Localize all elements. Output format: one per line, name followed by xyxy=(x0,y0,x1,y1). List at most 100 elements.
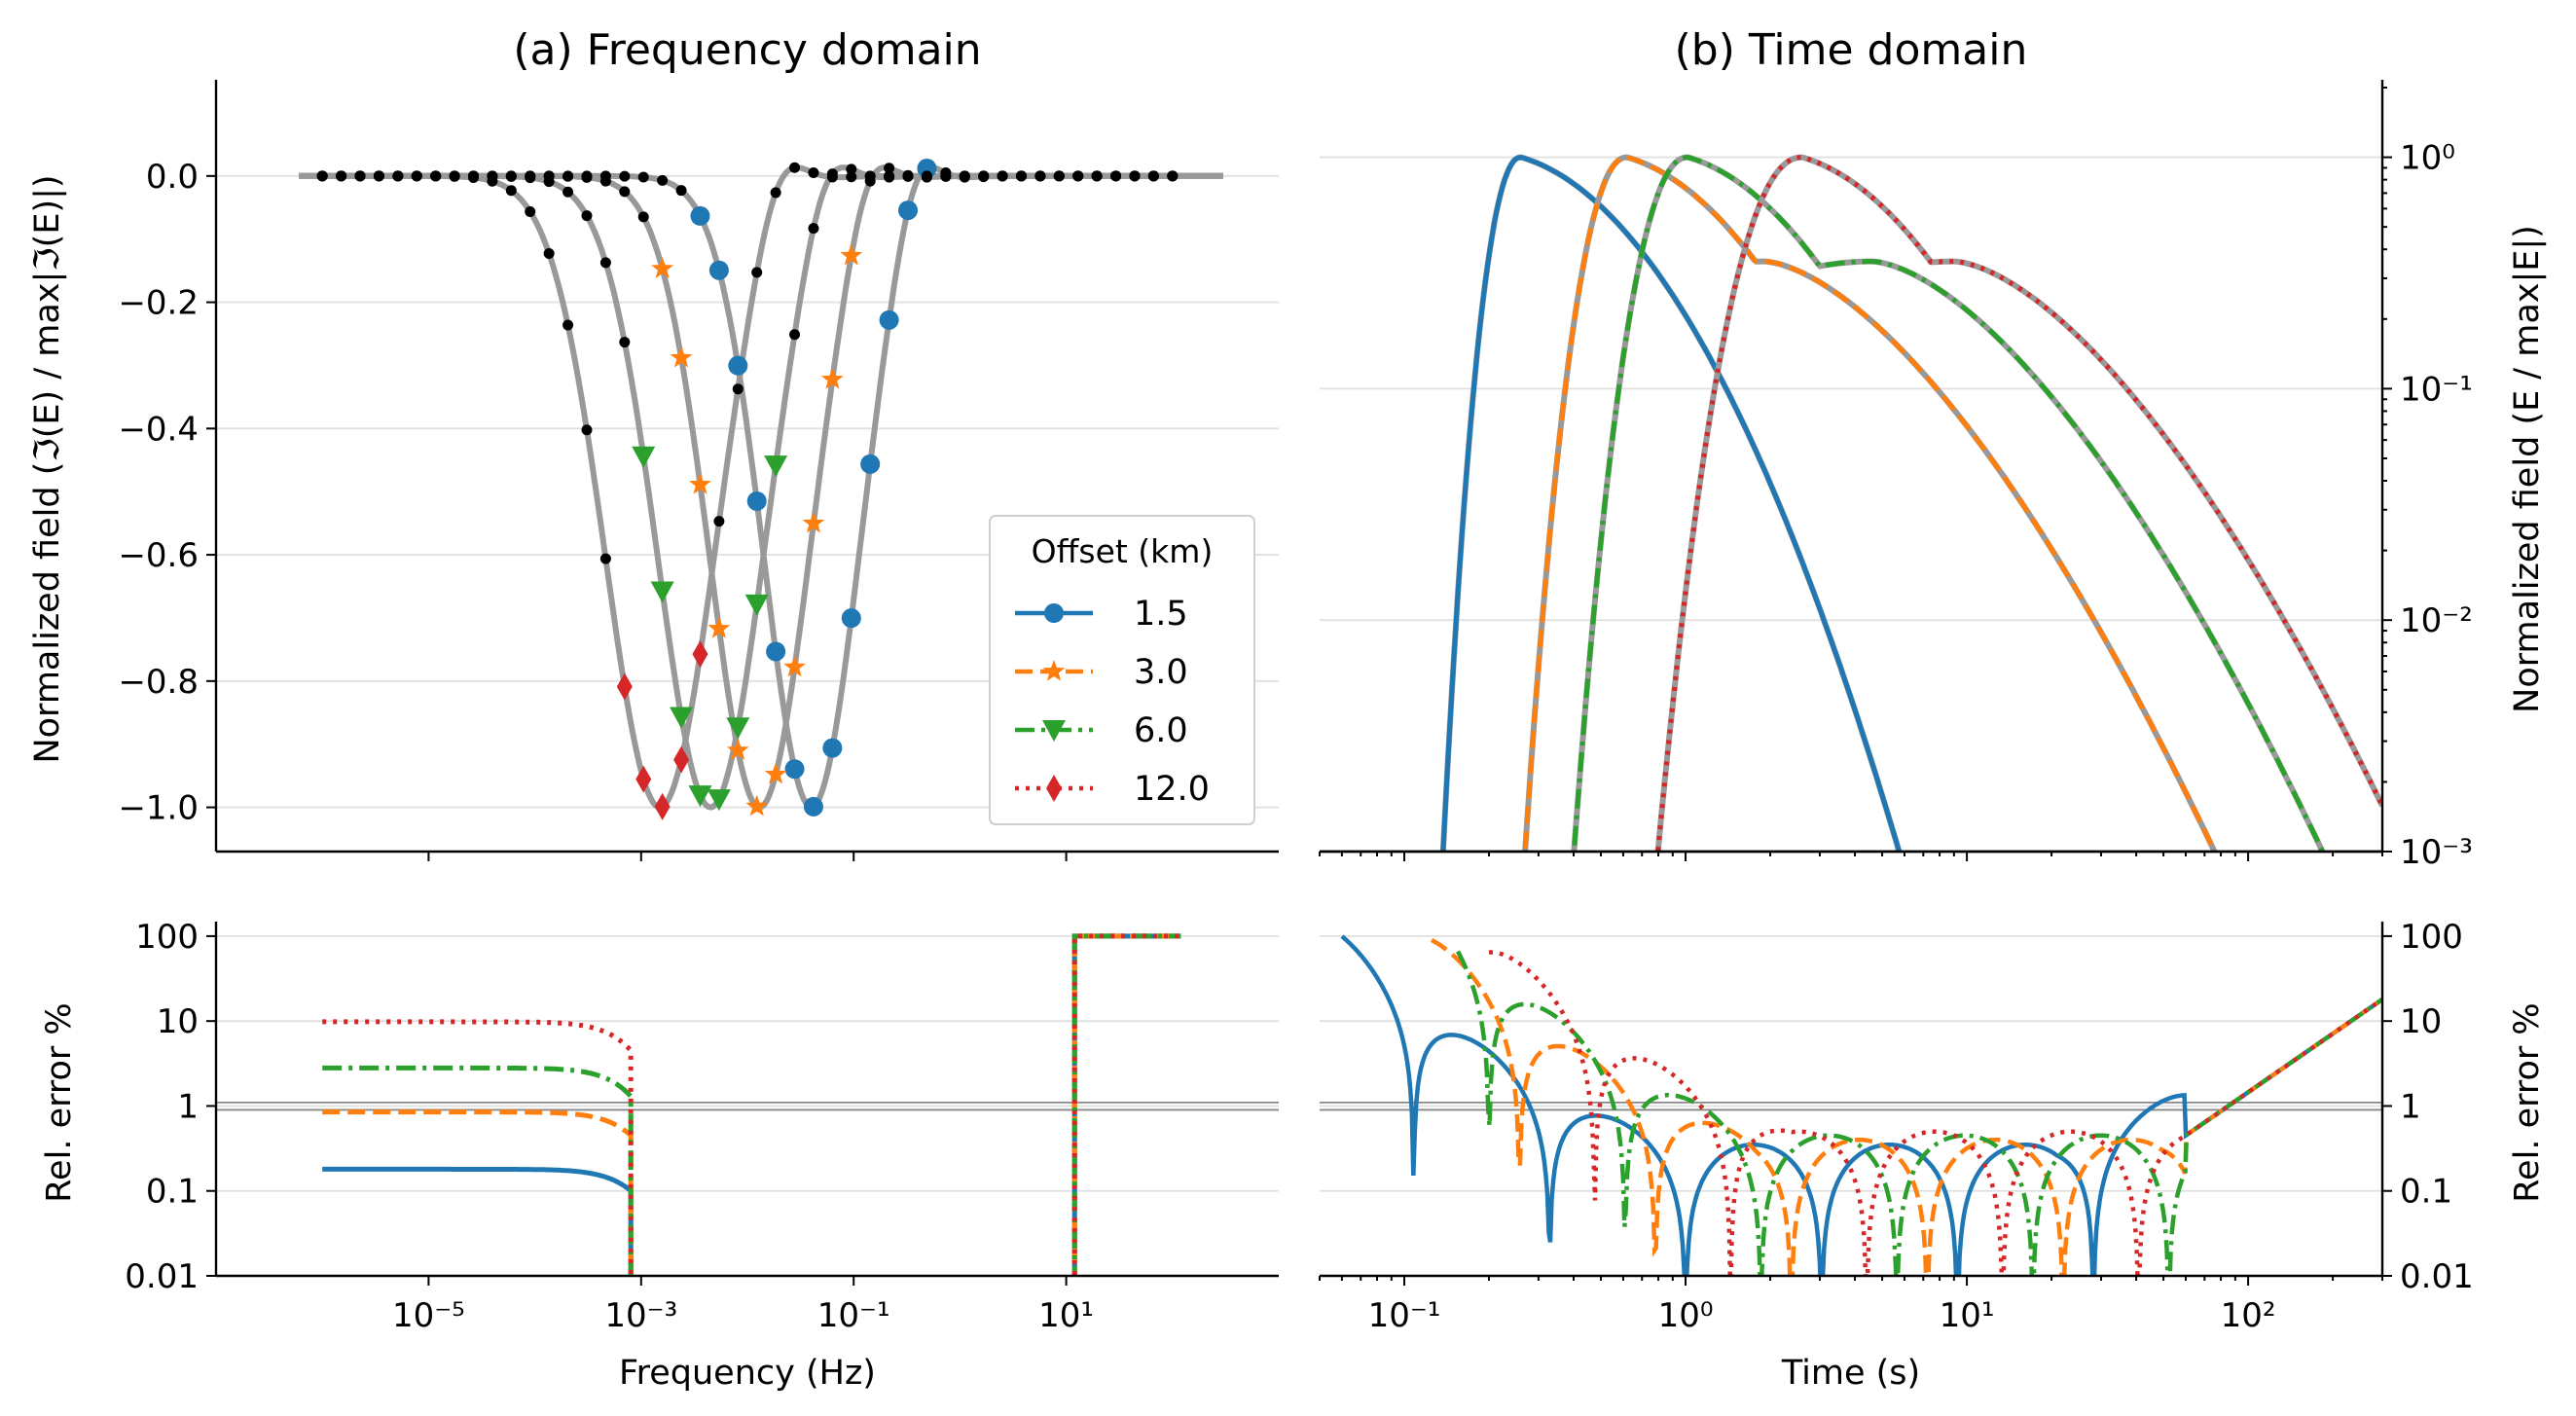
marker-6.0 xyxy=(726,717,750,740)
y-tick-label: −0.4 xyxy=(118,410,199,449)
black-marker xyxy=(884,163,895,174)
marker-1.5 xyxy=(690,205,710,226)
black-marker xyxy=(1110,170,1122,182)
y-tick-label: −0.6 xyxy=(118,536,199,575)
title-time-domain: (b) Time domain xyxy=(1675,25,2028,75)
black-marker xyxy=(732,383,744,395)
black-marker xyxy=(525,205,536,217)
marker-1.5 xyxy=(860,454,881,474)
y-tick-label: −0.8 xyxy=(118,663,199,702)
x-tick-label: 10⁰ xyxy=(1658,1296,1714,1335)
error-line-6.0 xyxy=(322,1065,634,1276)
black-marker xyxy=(789,162,801,173)
black-marker xyxy=(619,186,631,198)
black-marker xyxy=(637,171,649,183)
legend: Offset (km) 1.5 3.0 6.0 12.0 xyxy=(989,515,1255,825)
y-tick-label: −1.0 xyxy=(118,789,199,828)
error-line-12.0 xyxy=(1488,950,2382,1276)
marker-12.0 xyxy=(616,672,633,701)
black-marker xyxy=(373,170,384,182)
marker-3.0 xyxy=(820,367,844,389)
black-marker xyxy=(430,170,442,182)
marker-3.0 xyxy=(726,739,749,760)
marker-3.0 xyxy=(745,794,769,817)
black-marker xyxy=(581,171,593,183)
black-marker xyxy=(808,223,819,235)
marker-1.5 xyxy=(708,260,729,280)
y-tick-label: 1 xyxy=(177,1087,199,1126)
error-line-high-1.5 xyxy=(1071,933,1181,1276)
y-tick-label: −0.2 xyxy=(118,284,199,323)
marker-6.0 xyxy=(650,581,674,603)
y-tick-label: 0.01 xyxy=(125,1257,199,1296)
x-tick-label: 10¹ xyxy=(1038,1296,1094,1335)
black-marker xyxy=(316,170,328,182)
x-tick-label: 10⁻¹ xyxy=(817,1296,890,1335)
black-marker xyxy=(997,170,1008,182)
black-marker xyxy=(392,170,404,182)
error-line-6.0 xyxy=(1456,950,2382,1276)
black-marker xyxy=(525,172,536,184)
black-marker xyxy=(599,257,611,269)
time-top-plot-area xyxy=(1439,154,2382,852)
black-marker xyxy=(637,211,649,223)
y-tick-label: 10⁻² xyxy=(2400,601,2473,640)
y-tick-label: 0.1 xyxy=(2400,1173,2452,1212)
marker-3.0 xyxy=(764,762,787,784)
black-marker xyxy=(846,163,857,175)
marker-1.5 xyxy=(746,490,767,511)
title-frequency-domain: (a) Frequency domain xyxy=(513,25,981,75)
legend-label-3.0: 3.0 xyxy=(1134,653,1188,692)
marker-1.5 xyxy=(766,641,786,662)
time-bottom-axes: 0.01 0.1 1 10 100 10⁻¹ 10⁰ 10¹ 10² xyxy=(1319,918,2474,1335)
black-marker xyxy=(657,174,669,186)
time-line-1.5 xyxy=(1440,155,1903,852)
marker-1.5 xyxy=(841,608,861,629)
freq-bottom-axes: 0.01 0.1 1 10 100 10⁻⁵ 10⁻³ 10⁻¹ 10¹ xyxy=(125,918,1279,1335)
black-marker xyxy=(619,170,631,182)
x-tick-label: 10¹ xyxy=(1940,1296,1995,1335)
black-marker xyxy=(751,267,763,278)
legend-label-12.0: 12.0 xyxy=(1134,770,1210,809)
freq-bottom-plot-area xyxy=(322,933,1181,1276)
black-marker xyxy=(581,424,593,436)
y-tick-label: 0.1 xyxy=(146,1173,199,1212)
marker-1.5 xyxy=(728,355,748,376)
black-marker xyxy=(1129,170,1141,182)
black-marker xyxy=(599,175,611,187)
black-marker xyxy=(562,170,574,182)
legend-marker-12.0 xyxy=(1046,775,1062,802)
marker-3.0 xyxy=(689,472,711,494)
y-tick-label: 10⁰ xyxy=(2400,139,2455,178)
black-marker xyxy=(808,167,819,179)
error-line-3.0 xyxy=(1430,937,2382,1276)
marker-1.5 xyxy=(917,159,937,179)
time-line-3.0 xyxy=(1522,155,2218,852)
y-tick-label: 0.01 xyxy=(2400,1257,2474,1296)
marker-12.0 xyxy=(635,765,652,793)
error-line-1.5 xyxy=(1340,934,2382,1276)
y-tick-label: 0.0 xyxy=(146,158,199,197)
legend-label-1.5: 1.5 xyxy=(1134,595,1188,634)
marker-6.0 xyxy=(632,446,656,468)
marker-1.5 xyxy=(784,759,805,780)
y-tick-label: 100 xyxy=(2400,918,2463,957)
x-tick-label: 10⁻³ xyxy=(604,1296,677,1335)
black-marker xyxy=(411,170,422,182)
marker-1.5 xyxy=(898,200,919,221)
error-line-12.0 xyxy=(322,1019,634,1276)
marker-3.0 xyxy=(707,617,731,638)
black-marker xyxy=(826,171,838,183)
y-tick-label: 10⁻¹ xyxy=(2400,370,2473,409)
legend-frame xyxy=(989,515,1255,825)
legend-marker-3.0 xyxy=(1042,660,1066,681)
error-line-high-6.0 xyxy=(1071,933,1181,1276)
black-marker xyxy=(581,210,593,222)
y-tick-label: 1 xyxy=(2400,1087,2421,1126)
error-line-high-12.0 xyxy=(1071,933,1181,1276)
freq-top-axes: 0.0 −0.2 −0.4 −0.6 −0.8 −1.0 xyxy=(118,80,1279,861)
x-tick-label: 10⁻¹ xyxy=(1368,1296,1441,1335)
marker-1.5 xyxy=(822,738,843,758)
time-top-axes: 10⁻³ 10⁻² 10⁻¹ 10⁰ xyxy=(1319,80,2473,872)
